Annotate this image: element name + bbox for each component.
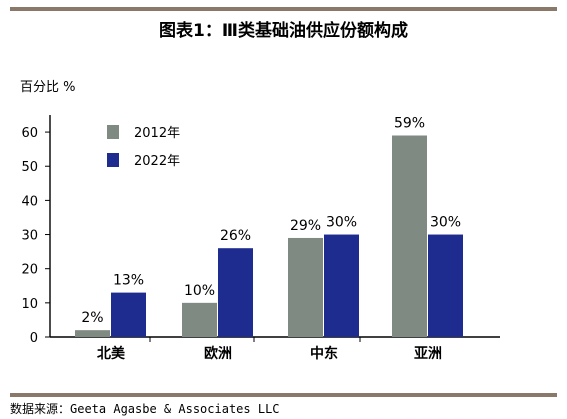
y-tick-label: 50 (21, 160, 38, 175)
bar-series1 (288, 237, 323, 337)
data-label: 10% (184, 283, 215, 299)
bar-series2 (111, 292, 146, 337)
source-note: 数据来源：Geeta Agasbe & Associates LLC (10, 402, 280, 416)
y-tick-label: 20 (21, 263, 38, 278)
legend-label: 2012年 (134, 126, 180, 141)
y-tick-label: 60 (21, 126, 38, 141)
data-label: 29% (290, 218, 321, 234)
y-tick-label: 40 (21, 194, 38, 209)
y-tick-label: 10 (21, 297, 38, 312)
data-label: 13% (113, 273, 144, 289)
legend-label: 2022年 (134, 154, 180, 169)
y-tick-label: 30 (21, 229, 38, 244)
bar-series1 (182, 302, 217, 337)
top-rule (10, 7, 557, 11)
bar-series1 (392, 135, 427, 337)
data-label: 30% (430, 215, 461, 231)
chart-bars: 2% 13% 北美 10% 26% 欧洲 29% 30% 中东 59% 30% 亚洲 (75, 115, 463, 362)
data-label: 59% (394, 115, 425, 131)
bar-series2 (428, 234, 463, 337)
chart-legend: 2012年 2022年 (107, 125, 180, 169)
bar-series2 (218, 248, 253, 337)
y-tick-label: 0 (30, 331, 38, 346)
chart-title: 图表1：Ⅲ类基础油供应份额构成 (159, 21, 408, 41)
category-label: 北美 (97, 345, 126, 362)
legend-swatch (107, 153, 119, 167)
data-label: 2% (81, 310, 103, 326)
bottom-rule (10, 393, 557, 397)
bar-series1 (75, 330, 110, 337)
legend-swatch (107, 125, 119, 139)
bar-series2 (324, 234, 359, 337)
y-axis-label: 百分比 % (20, 80, 76, 95)
data-label: 26% (220, 228, 251, 244)
data-label: 30% (326, 215, 357, 231)
category-label: 亚洲 (414, 346, 442, 362)
category-label: 中东 (310, 345, 338, 362)
category-label: 欧洲 (204, 345, 232, 362)
